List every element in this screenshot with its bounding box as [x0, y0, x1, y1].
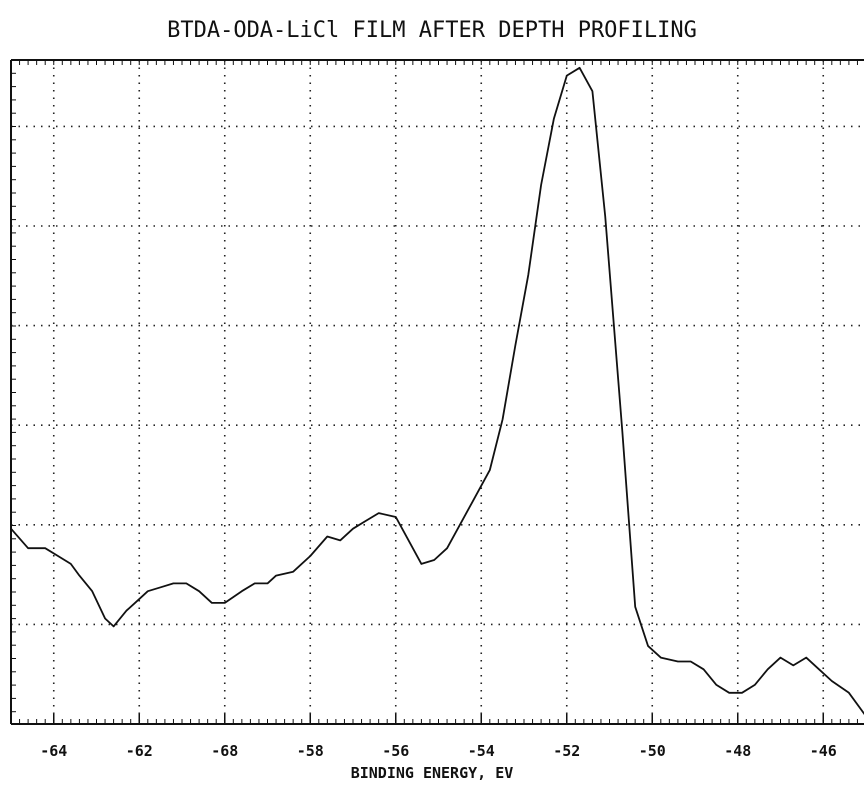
- tick-label-layer: -64 -62 -68 -58 -56 -54 -52 -50 -48 -46: [40, 742, 837, 760]
- x-tick-label: -56: [382, 742, 409, 760]
- x-tick-label: -68: [211, 742, 238, 760]
- x-tick-label: -58: [297, 742, 324, 760]
- x-tick-label: -50: [639, 742, 666, 760]
- x-tick-label: -64: [40, 742, 67, 760]
- x-tick-label: -52: [553, 742, 580, 760]
- series-layer: [10, 66, 864, 715]
- x-tick-label: -46: [810, 742, 837, 760]
- spectrum-line: [10, 66, 864, 715]
- x-tick-label: -48: [724, 742, 751, 760]
- x-tick-label: -54: [468, 742, 495, 760]
- grid-layer: [11, 60, 864, 724]
- x-tick-label: -62: [126, 742, 153, 760]
- x-axis-label: BINDING ENERGY, EV: [350, 764, 514, 782]
- axis-layer: [10, 59, 864, 725]
- chart-title: BTDA-ODA-LiCl FILM AFTER DEPTH PROFILING: [167, 18, 697, 43]
